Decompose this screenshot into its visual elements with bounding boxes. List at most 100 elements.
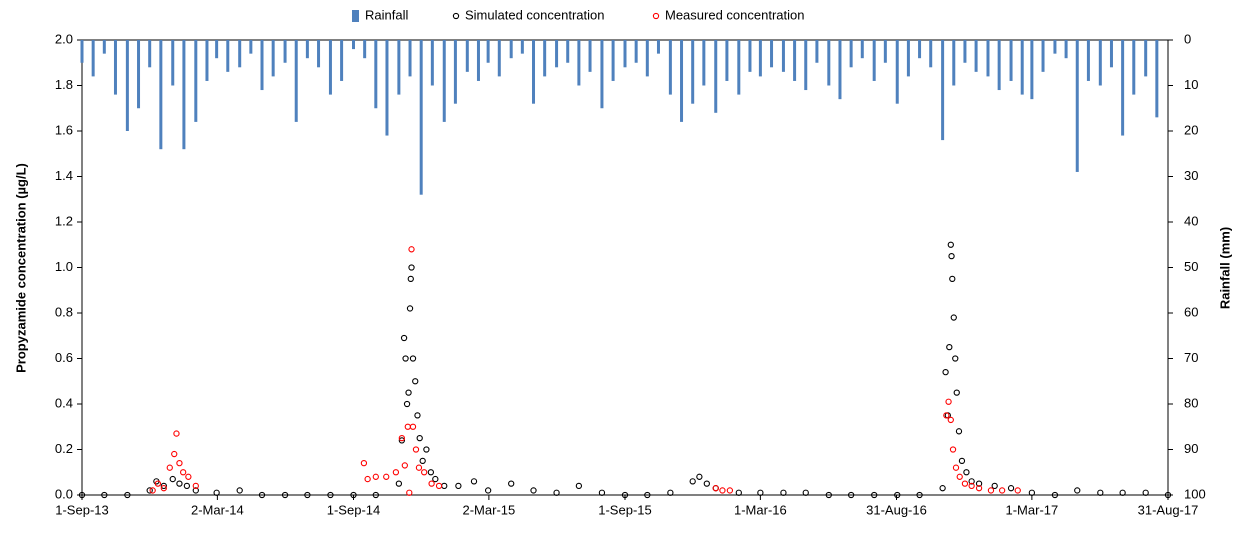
- y-axis-title: Propyzamide concentration (µg/L): [13, 163, 28, 373]
- point: [408, 264, 415, 271]
- point: [942, 368, 949, 376]
- rain-bar: [986, 40, 990, 77]
- rain-bar: [1144, 40, 1148, 77]
- point: [176, 459, 183, 467]
- rain-bar: [497, 40, 501, 77]
- rain-bar: [476, 40, 480, 81]
- rain-bar: [737, 40, 741, 95]
- y2-tick-label: 90: [1184, 441, 1198, 456]
- point: [405, 389, 412, 396]
- y-tick-label: 1.0: [55, 259, 73, 274]
- point: [160, 482, 167, 490]
- rain-bar: [872, 40, 876, 81]
- rain-bar: [226, 40, 230, 72]
- point: [415, 464, 423, 471]
- legend-swatch: [652, 12, 660, 20]
- point: [236, 487, 243, 494]
- rain-bar: [838, 40, 842, 100]
- point: [703, 480, 710, 487]
- rain-bar: [1098, 40, 1102, 86]
- point: [412, 446, 420, 453]
- rain-bar: [430, 40, 434, 86]
- x-tick-label: 1-Sep-13: [55, 502, 108, 517]
- point: [871, 491, 878, 499]
- point: [530, 487, 537, 494]
- point: [192, 487, 199, 494]
- rain-bar: [1075, 40, 1079, 172]
- rain-bar: [588, 40, 592, 72]
- point: [169, 475, 176, 483]
- point: [78, 491, 86, 499]
- rain-bar: [725, 40, 729, 81]
- point: [395, 480, 403, 487]
- rain-bar: [895, 40, 899, 104]
- y2-tick-label: 60: [1184, 304, 1198, 319]
- point: [407, 275, 414, 283]
- point: [484, 487, 492, 494]
- rain-bar: [770, 40, 774, 68]
- rain-bar: [1053, 40, 1057, 54]
- point: [398, 434, 405, 442]
- rain-bar: [102, 40, 106, 54]
- y-tick-label: 0.6: [55, 350, 73, 365]
- point: [947, 416, 954, 424]
- rain-bar: [215, 40, 219, 59]
- rain-bar: [555, 40, 559, 68]
- point: [943, 412, 950, 419]
- rain-bar: [714, 40, 718, 113]
- point: [427, 469, 435, 476]
- rain-bar: [781, 40, 785, 72]
- rain-bar: [656, 40, 660, 54]
- point: [958, 457, 966, 465]
- point: [991, 482, 998, 490]
- point: [146, 487, 153, 494]
- point: [213, 489, 220, 496]
- point: [949, 446, 957, 453]
- point: [416, 434, 423, 442]
- point: [403, 400, 411, 408]
- rain-bar: [340, 40, 344, 81]
- point: [948, 252, 955, 260]
- x-tick-label: 2-Mar-14: [191, 502, 244, 517]
- rain-bar: [611, 40, 615, 81]
- rain-bar: [906, 40, 910, 77]
- rain-bar: [577, 40, 581, 86]
- point: [968, 482, 975, 490]
- point: [149, 487, 156, 494]
- point: [406, 489, 413, 496]
- point: [719, 487, 726, 494]
- rain-bar: [804, 40, 808, 91]
- rain-bar: [509, 40, 513, 59]
- y-tick-label: 0.8: [55, 304, 73, 319]
- point: [780, 489, 787, 496]
- point: [470, 478, 478, 485]
- rain-bar: [532, 40, 536, 104]
- point: [1007, 485, 1015, 492]
- rain-bar: [883, 40, 887, 63]
- point: [975, 485, 983, 492]
- rain-bar: [453, 40, 457, 104]
- point: [1164, 491, 1172, 499]
- point: [408, 246, 415, 253]
- rain-bar: [860, 40, 864, 59]
- point: [952, 355, 959, 362]
- point: [1074, 487, 1081, 494]
- point: [258, 491, 266, 499]
- x-tick-label: 1-Sep-15: [598, 502, 651, 517]
- rain-bar: [328, 40, 332, 95]
- rain-bar: [260, 40, 264, 91]
- point: [735, 489, 742, 496]
- rain-bar: [758, 40, 762, 77]
- rain-bar: [283, 40, 287, 63]
- point: [421, 469, 428, 476]
- point: [173, 430, 180, 437]
- rain-bar: [952, 40, 956, 86]
- point: [1051, 491, 1059, 499]
- point: [946, 343, 953, 351]
- y-tick-label: 2.0: [55, 31, 73, 46]
- point: [998, 487, 1006, 494]
- point: [757, 489, 764, 496]
- rain-bar: [148, 40, 152, 68]
- point: [726, 487, 734, 494]
